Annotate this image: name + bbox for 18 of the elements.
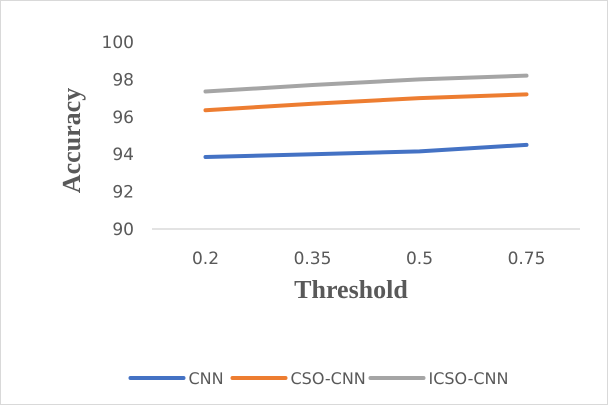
line-series: [204, 74, 528, 94]
x-tick-label: 0.5: [406, 249, 434, 269]
y-tick-label: 92: [112, 182, 134, 203]
y-tick-label: 98: [112, 70, 134, 90]
y-tick-label: 100: [102, 32, 134, 53]
legend-label: CNN: [188, 369, 224, 388]
line-series: [204, 92, 528, 112]
legend-label: ICSO-CNN: [428, 369, 508, 388]
x-tick-label: 0.35: [294, 249, 332, 269]
x-tick-label: 0.2: [192, 249, 220, 269]
y-tick-label: 90: [112, 220, 134, 240]
y-tick-label: 94: [112, 145, 134, 166]
x-tick-label: 0.75: [508, 249, 546, 269]
line-series: [204, 142, 528, 160]
y-axis-title: Accuracy: [57, 88, 86, 194]
y-tick-label: 96: [112, 108, 134, 128]
legend-label: CSO-CNN: [290, 369, 366, 388]
x-axis-title: Threshold: [294, 275, 408, 304]
